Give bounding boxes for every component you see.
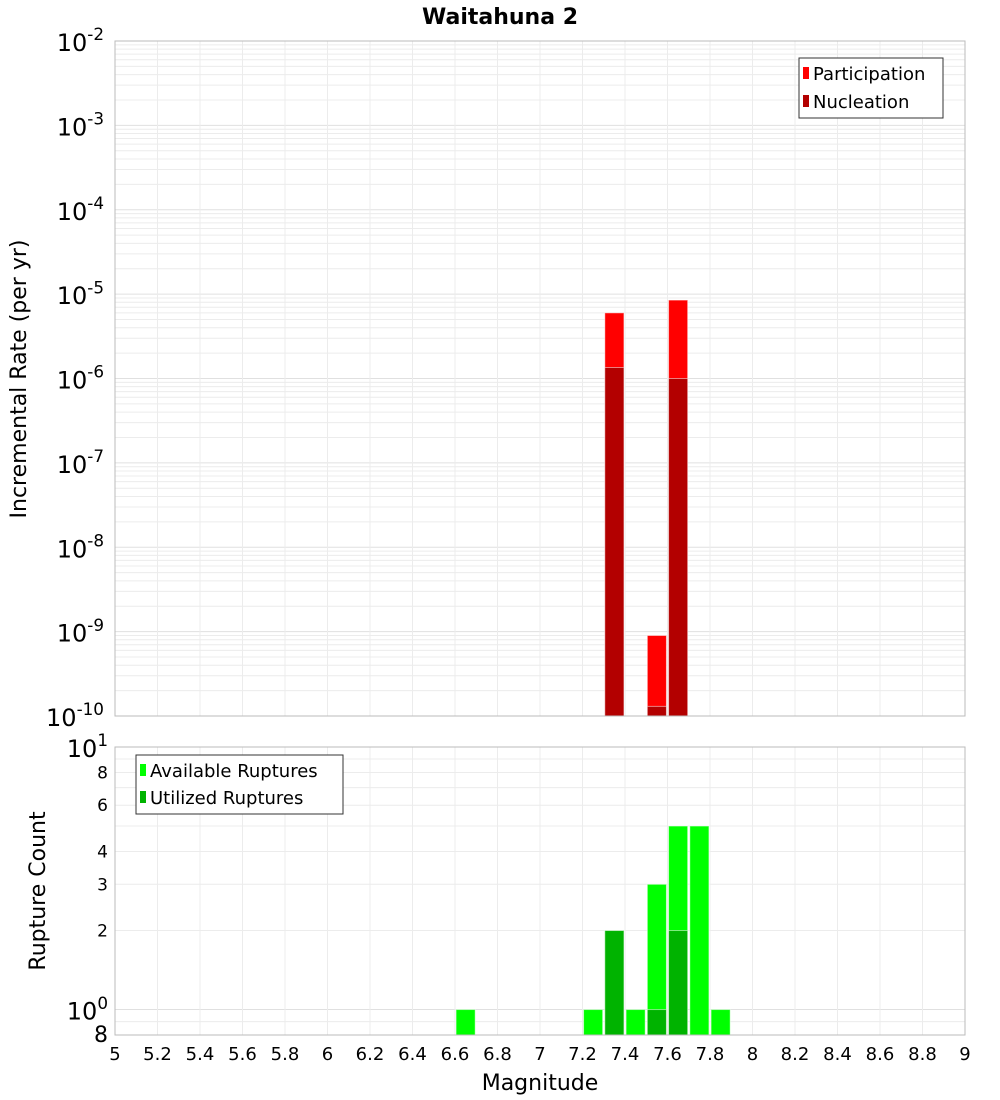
legend-box [798,57,944,119]
x-tick-label: 5.2 [143,1044,172,1065]
x-tick-label: 6 [322,1044,333,1065]
bar-available-ruptures [455,1009,476,1036]
y-tick-label: 10-3 [57,109,104,142]
y-tick-label: 10-5 [57,277,104,310]
bar-nucleation [604,367,625,717]
x-tick-label: 6.4 [398,1044,427,1065]
y-tick-label: 6 [97,796,108,816]
y-tick-label: 10-2 [57,24,104,57]
y-tick-label: 4 [97,842,108,862]
legend-label: Nucleation [813,92,909,113]
legend-swatch-nucleation [803,95,809,107]
x-tick-label: 8 [747,1044,758,1065]
y-tick-label: 3 [97,875,108,895]
bar-available-ruptures [689,825,710,1036]
x-tick-label: 6.6 [441,1044,470,1065]
y-tick-label: 10-7 [57,446,104,479]
y-tick-label: 10-9 [57,615,104,648]
y-tick-label: 10-8 [57,530,104,563]
x-tick-label: 5.6 [228,1044,257,1065]
chart-title: Waitahuna 2 [422,5,578,30]
x-tick-label: 6.2 [356,1044,385,1065]
legend-swatch-participation [803,67,809,79]
y-tick-label: 8 [94,1023,108,1048]
plot-border-0 [114,40,966,717]
y-tick-label: 2 [97,922,108,942]
y-axis-label: Rupture Count [26,811,51,971]
legend-swatch-utilized-ruptures [140,791,146,803]
y-tick-label: 101 [67,730,108,763]
y-tick-label: 100 [67,993,108,1026]
bar-participation [646,634,667,717]
bar-nucleation [646,705,667,717]
legend-bottom [135,754,344,815]
x-tick-label: 7.2 [568,1044,597,1065]
bar-utilized-ruptures [604,930,625,1036]
x-tick-label: 8.6 [866,1044,895,1065]
x-tick-label: 7 [534,1044,545,1065]
legend-box [135,754,344,815]
y-tick-label: 10-4 [57,193,104,226]
y-tick-label: 10-6 [57,362,104,395]
bar-available-ruptures [583,1009,604,1036]
x-tick-label: 8.4 [823,1044,852,1065]
legend-swatch-available-ruptures [140,764,146,776]
bar-utilized-ruptures [668,930,689,1036]
legend-label: Available Ruptures [150,761,318,782]
bar-available-ruptures [625,1009,646,1036]
x-tick-label: 7.4 [611,1044,640,1065]
x-tick-label: 8.8 [908,1044,937,1065]
x-tick-label: 5.4 [186,1044,215,1065]
x-tick-label: 5 [109,1044,120,1065]
plot-border-1 [114,746,966,1036]
x-tick-label: 6.8 [483,1044,512,1065]
legend-label: Participation [813,64,925,85]
x-axis-label: Magnitude [482,1071,599,1096]
bar-utilized-ruptures [646,1009,667,1036]
x-tick-label: 7.6 [653,1044,682,1065]
x-tick-label: 9 [959,1044,970,1065]
x-tick-label: 7.8 [696,1044,725,1065]
x-tick-label: 8.2 [781,1044,810,1065]
bar-nucleation [668,378,689,717]
y-axis-label: Incremental Rate (per yr) [7,240,32,519]
legend-top [798,57,944,119]
y-tick-label: 10-10 [46,699,104,732]
bar-available-ruptures [710,1009,731,1036]
legend-label: Utilized Ruptures [150,788,303,809]
y-tick-label: 8 [97,763,108,783]
x-tick-label: 5.8 [271,1044,300,1065]
